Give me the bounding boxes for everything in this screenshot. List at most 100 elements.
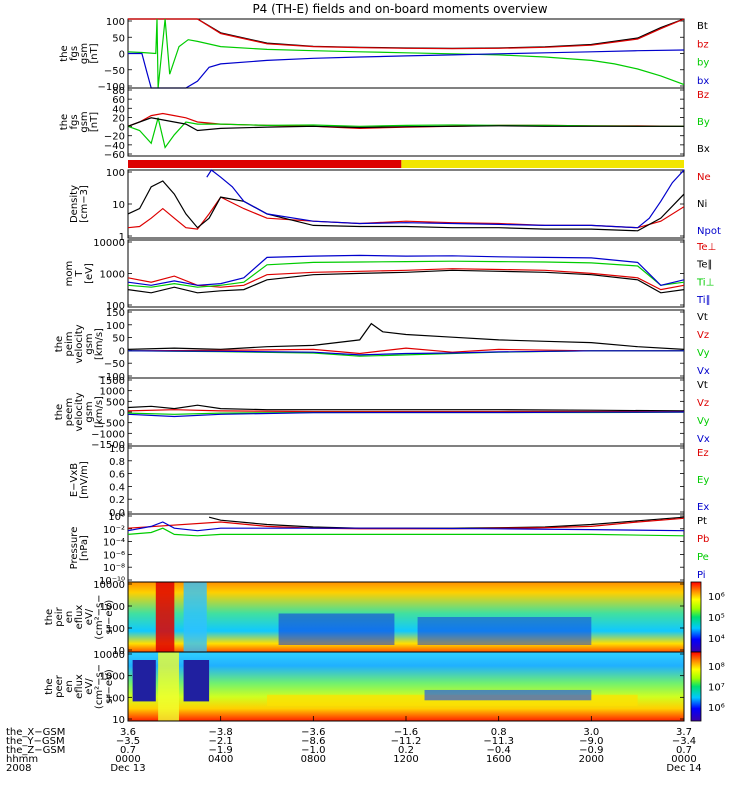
series-line-vz	[128, 409, 684, 413]
y-tick-label: 10000	[93, 650, 125, 661]
y-axis-label: the	[44, 609, 55, 625]
axis-row-value: 0400	[208, 754, 233, 765]
y-tick-label: 60	[112, 95, 125, 106]
y-tick-label: 50	[112, 33, 125, 44]
y-tick-label: 10⁰	[108, 512, 125, 523]
y-axis-label: the	[54, 336, 65, 352]
axis-row-value: −0.4	[487, 745, 511, 756]
axis-row-value: 0.2	[398, 745, 414, 756]
legend-entry-vy: Vy	[697, 348, 710, 359]
panel-frame	[127, 445, 685, 515]
panel-mode_bar	[128, 160, 684, 168]
y-axis-label: the	[59, 45, 70, 61]
y-axis-label: T	[74, 270, 85, 278]
colorbar-tick-label: 10⁷	[708, 683, 725, 694]
y-axis-label: fgs	[69, 46, 80, 61]
y-axis-label: (cm²−s−	[94, 594, 105, 639]
legend-entry-vt: Vt	[697, 380, 708, 391]
axis-row-value: 1600	[486, 754, 511, 765]
panel-fgs_gsm: 100 50 0 −50 −100 the fgs gsm [nT] Bt bz by bx	[59, 17, 709, 93]
y-axis-label: [km/s]	[94, 396, 105, 428]
mode-bar-segment	[128, 160, 402, 168]
y-tick-label: 10⁻⁶	[103, 550, 125, 561]
axis-row-value: 3.7	[676, 727, 692, 738]
series-line-tepar	[128, 269, 684, 294]
panel-efield: 1.0 0.8 0.60.4 0.2 0.0 E−VxB [mV/m] Ez Ey Ex	[69, 444, 709, 519]
legend-entry-vx: Vx	[697, 434, 710, 445]
y-axis-label: gsm	[79, 43, 90, 64]
spectrogram-feature	[417, 617, 592, 645]
axis-row-value: Dec 13	[110, 763, 145, 774]
y-tick-label: 10000	[93, 238, 125, 249]
legend-entry-vx: Vx	[697, 366, 710, 377]
y-axis-label: the	[44, 678, 55, 694]
y-tick-label: −50	[104, 359, 125, 370]
series-line-pe	[128, 527, 684, 537]
y-tick-label: −100	[98, 82, 125, 93]
series-line-teperp	[128, 268, 684, 291]
series-line-vx	[128, 411, 684, 418]
spectrogram-image	[128, 652, 684, 721]
legend-entry-bz: Bz	[697, 90, 709, 101]
y-axis-label: sr−eV)	[104, 600, 115, 635]
y-axis-label: Density	[69, 185, 80, 223]
axis-row-value: 3.6	[120, 727, 136, 738]
axis-row-value: Dec 14	[666, 763, 701, 774]
y-tick-label: 100	[106, 17, 125, 28]
series-group	[128, 404, 684, 418]
legend-entry-bx: bx	[697, 76, 709, 87]
axis-row-value: 0.7	[120, 745, 136, 756]
y-tick-label: 20	[112, 113, 125, 124]
legend-entry-npot: Npot	[697, 226, 721, 237]
series-line-vt	[128, 404, 684, 412]
y-tick-label: 100	[106, 168, 125, 179]
legend-entry-teperp: Te⊥	[696, 242, 716, 253]
legend-entry-vz: Vz	[697, 398, 709, 409]
mode-bar-segment	[401, 160, 684, 168]
legend-entry-ne: Ne	[697, 172, 711, 183]
y-tick-label: 1	[119, 232, 125, 243]
y-axis-label: en	[64, 611, 75, 624]
series-line-tiperp	[128, 260, 684, 288]
y-tick-label: −500	[98, 419, 125, 430]
y-axis-label: E−VxB	[69, 463, 80, 497]
axis-row-value: −1.9	[209, 745, 233, 756]
legend-entry-pi: Pi	[697, 570, 706, 581]
figure-title: P4 (TH-E) fields and on-board moments ov…	[252, 2, 547, 16]
axis-row-value: 0800	[301, 754, 326, 765]
y-axis-label: fgs	[69, 114, 80, 129]
y-axis-label: eV/	[84, 608, 95, 625]
y-axis-label: [nPa]	[79, 535, 90, 561]
series-line-by	[128, 18, 684, 89]
colorbar-tick-label: 10⁴	[708, 634, 725, 645]
panel-frame	[127, 18, 685, 89]
y-axis-label: [cm−3]	[79, 185, 90, 223]
y-axis-label: eflux	[74, 605, 85, 630]
y-axis-label: Pressure	[69, 527, 80, 570]
y-axis-label: peer	[54, 674, 65, 698]
axis-row-value: 1200	[393, 754, 418, 765]
y-axis-label: peem	[64, 398, 75, 426]
y-tick-label: 0.8	[109, 457, 125, 468]
series-line-bz	[128, 18, 684, 50]
colorbar	[690, 651, 702, 722]
y-axis-label: [mV/m]	[79, 461, 90, 499]
series-line-pi	[128, 521, 684, 532]
axis-row-value: 0.7	[676, 745, 692, 756]
axis-row-label: the_Z−GSM	[6, 745, 65, 756]
y-tick-label: −20	[104, 132, 125, 143]
legend-entry-tiperp: Ti⊥	[696, 277, 714, 288]
series-line-ni	[128, 180, 684, 232]
series-group	[128, 254, 684, 294]
y-tick-label: 500	[106, 397, 125, 408]
axis-row-value: −0.9	[579, 745, 603, 756]
spectrogram-feature	[183, 660, 210, 702]
axis-row-label: hhmm	[6, 754, 38, 765]
axis-row-value: 3.0	[583, 727, 599, 738]
y-tick-label: 10	[112, 646, 125, 657]
y-axis-label: peir	[54, 606, 65, 626]
colorbar-tick-label: 10⁸	[708, 662, 725, 673]
axis-row-value: −3.4	[672, 736, 696, 747]
colorbar	[690, 581, 702, 653]
